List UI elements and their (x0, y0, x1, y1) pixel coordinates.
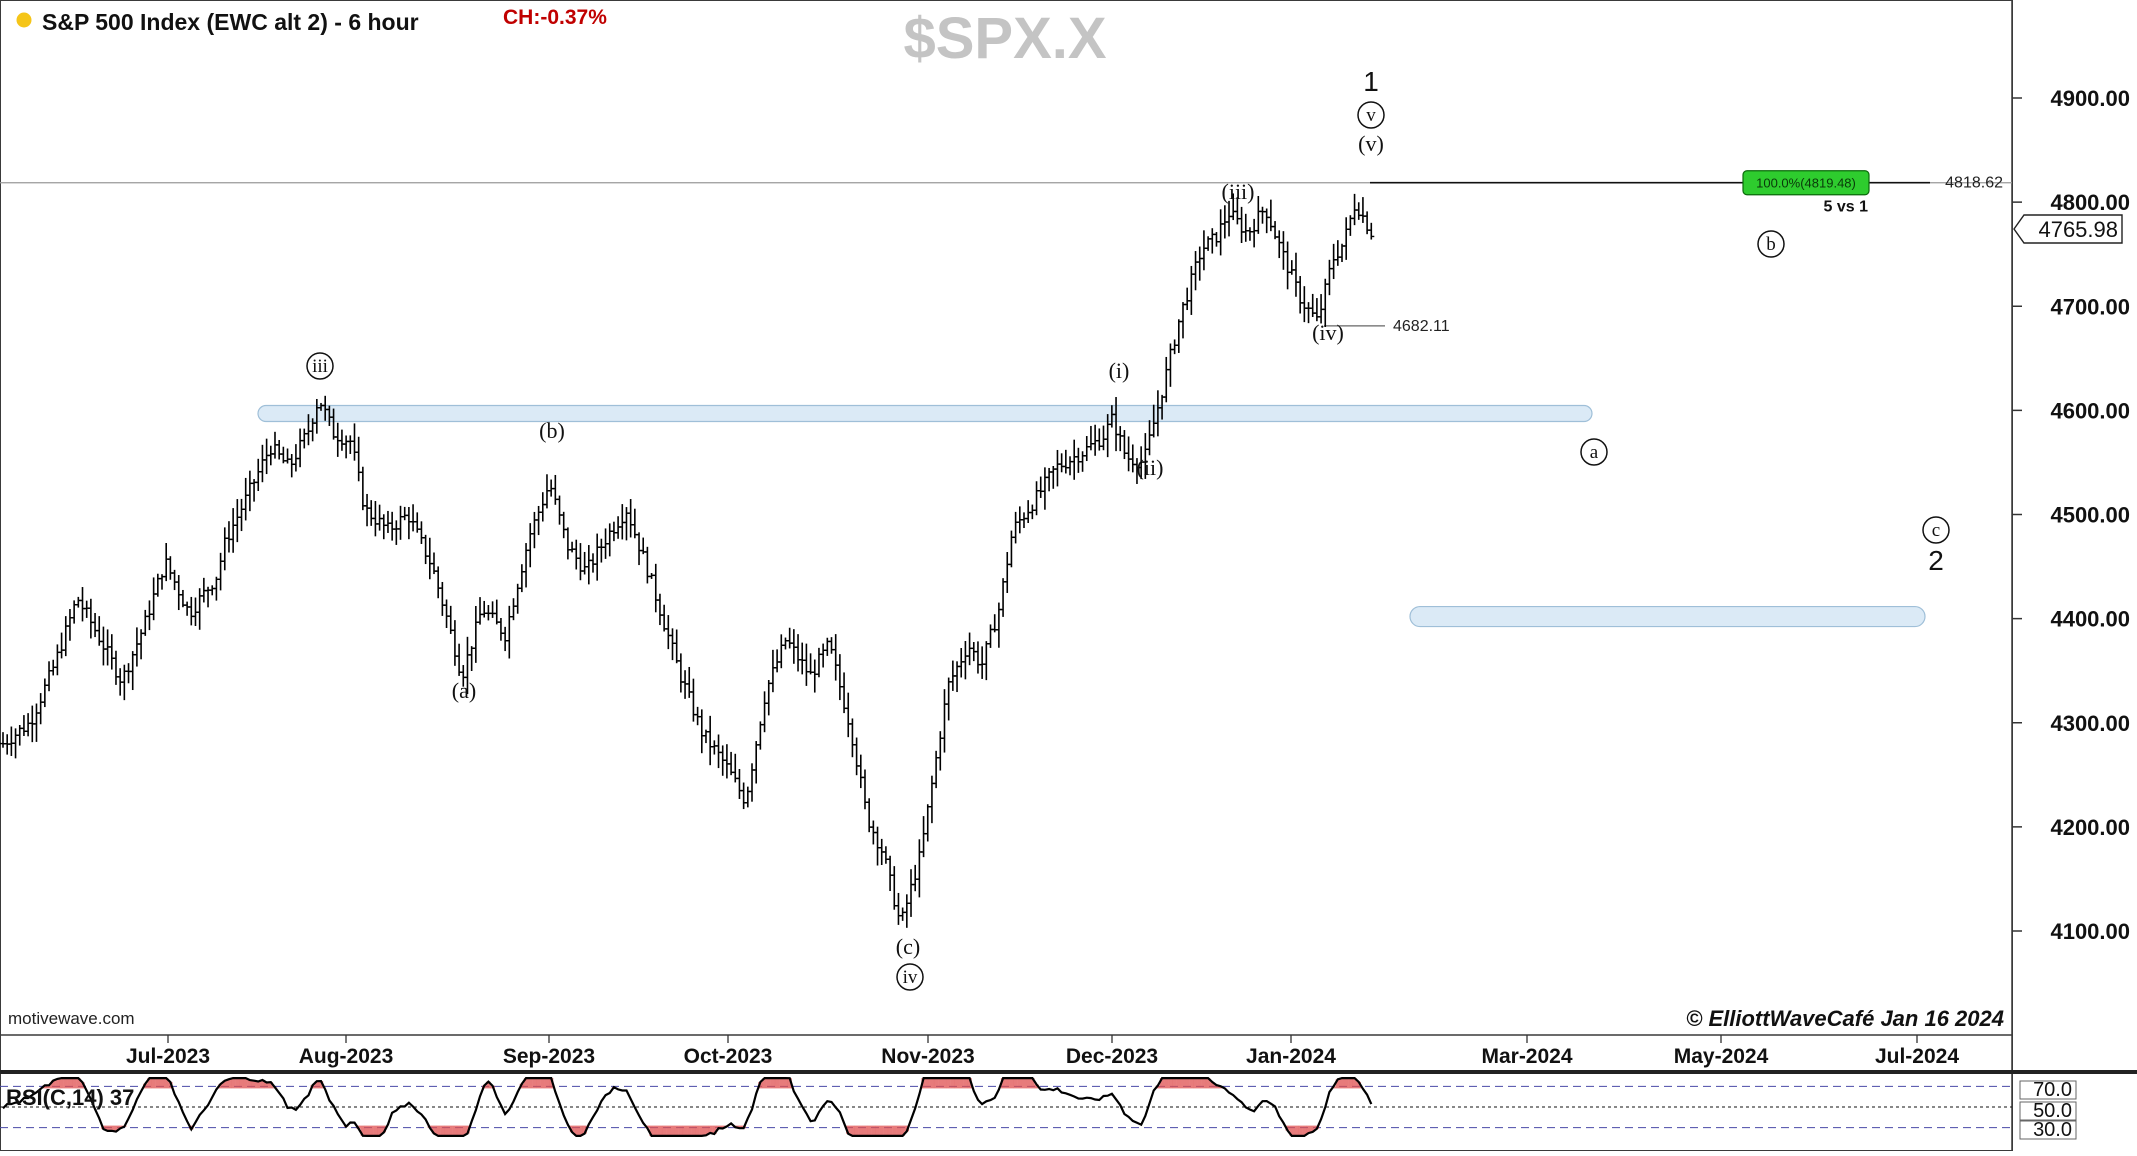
chart-title: S&P 500 Index (EWC alt 2) - 6 hour (42, 9, 419, 35)
plot-area: 4818.62 100.0%(4819.48) 5 vs 1 4682.11 iii (a… (0, 66, 2130, 1141)
price-tick-label: 4400.00 (2050, 607, 2130, 632)
wave-circle (1357, 101, 1385, 129)
price-tick-label: 4700.00 (2050, 294, 2130, 319)
wave-label: (c) (896, 934, 920, 959)
time-tick-label: Mar-2024 (1481, 1045, 1572, 1068)
price-bars (0, 193, 1375, 928)
zone-band (1409, 605, 1926, 628)
symbol-watermark: $SPX.X (903, 6, 1106, 71)
wave-label: (ii) (1137, 455, 1164, 480)
wave-circle (306, 352, 334, 380)
rsi-level-box (2019, 1120, 2077, 1140)
price-tick-label: 4600.00 (2050, 398, 2130, 423)
low-marker-label: 4682.11 (1393, 318, 1450, 335)
wave-label: (iii) (1222, 179, 1255, 204)
fib-target-box (1742, 170, 1870, 196)
wave-label: c (1932, 520, 1940, 541)
current-price-label: 4765.98 (2038, 217, 2118, 242)
price-tick-label: 4500.00 (2050, 503, 2130, 528)
rsi-label: RSI(C,14) 37 (6, 1085, 134, 1110)
price-tick-label: 4900.00 (2050, 86, 2130, 111)
status-dot-icon (16, 12, 32, 28)
reference-line-label: 4818.62 (1945, 175, 2003, 192)
source-text: motivewave.com (8, 1009, 135, 1028)
panel-separator (0, 1070, 2137, 1074)
time-tick-label: Aug-2023 (299, 1045, 394, 1068)
wave-label: (v) (1358, 131, 1384, 156)
wave-label: (iv) (1312, 320, 1344, 345)
wave-label: (b) (539, 418, 565, 443)
wave-label: b (1766, 234, 1776, 255)
time-tick-label: Sep-2023 (503, 1045, 595, 1068)
current-price-tag (2013, 214, 2123, 244)
wave-label: 2 (1928, 545, 1944, 576)
price-tick-label: 4200.00 (2050, 815, 2130, 840)
rsi-level-box (2019, 1101, 2077, 1121)
time-tick-label: Jul-2024 (1875, 1045, 1959, 1068)
wave-circle (896, 963, 924, 991)
rsi-level-label: 50.0 (2033, 1100, 2072, 1122)
time-tick-label: May-2024 (1674, 1045, 1769, 1068)
wave-circle (1580, 438, 1608, 466)
rsi-level-label: 30.0 (2033, 1119, 2072, 1141)
time-tick-label: Jan-2024 (1246, 1045, 1336, 1068)
time-tick-label: Oct-2023 (684, 1045, 773, 1068)
wave-circle (1922, 516, 1950, 544)
rsi-level-box (2019, 1080, 2077, 1100)
wave-label: a (1590, 442, 1599, 463)
price-tick-label: 4300.00 (2050, 711, 2130, 736)
wave-label: v (1366, 105, 1376, 126)
wave-label: (a) (452, 678, 476, 703)
copyright-text: © ElliottWaveCafé Jan 16 2024 (1686, 1006, 2004, 1031)
rsi-line (2, 1076, 1373, 1138)
change-text: CH:-0.37% (503, 6, 607, 29)
rsi-level-label: 70.0 (2033, 1079, 2072, 1101)
zone-band (257, 404, 1593, 423)
wave-label: iii (312, 356, 328, 377)
time-tick-label: Dec-2023 (1066, 1045, 1158, 1068)
time-tick-label: Nov-2023 (881, 1045, 974, 1068)
wave-label: iv (903, 967, 918, 988)
price-tick-label: 4800.00 (2050, 190, 2130, 215)
fib-target-label: 100.0%(4819.48) (1756, 176, 1856, 191)
fib-target-note: 5 vs 1 (1824, 199, 1869, 216)
wave-label: (i) (1109, 358, 1130, 383)
price-tick-label: 4100.00 (2050, 919, 2130, 944)
time-tick-label: Jul-2023 (126, 1045, 210, 1068)
wave-circle (1757, 230, 1785, 258)
wave-label: 1 (1363, 66, 1379, 97)
